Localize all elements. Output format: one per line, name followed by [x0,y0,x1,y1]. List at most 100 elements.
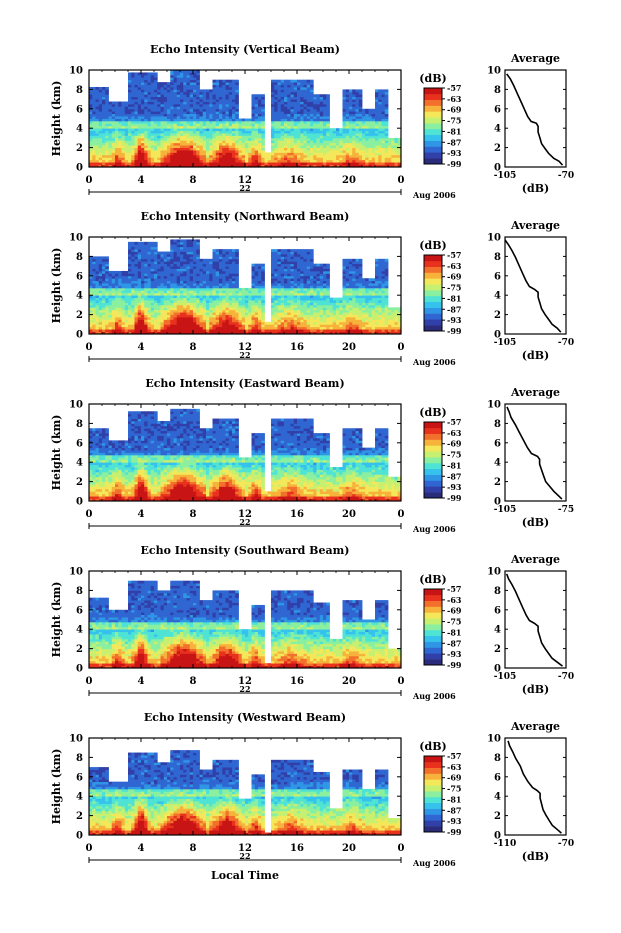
heatmap-cell [161,133,165,136]
heatmap-cell [200,143,204,146]
heatmap-cell [229,162,233,165]
heatmap-cell [248,324,252,327]
heatmap-cell [229,283,233,286]
heatmap-cell [261,148,265,151]
heatmap-cell [297,131,301,134]
heatmap-cell [151,140,155,143]
heatmap-cell [382,143,386,146]
heatmap-cell [151,271,155,274]
heatmap-cell [177,121,181,124]
colorbar-swatch [424,158,442,164]
heatmap-cell [219,288,223,291]
heatmap-cell [219,109,223,112]
heatmap-cell [167,298,171,301]
heatmap-cell [291,126,295,129]
heatmap-cell [135,242,139,245]
heatmap-cell [105,114,109,117]
heatmap-cell [278,150,282,153]
heatmap-cell [206,259,210,262]
heatmap-cell [99,293,103,296]
heatmap-cell [196,80,200,83]
heatmap-cell [226,271,230,274]
heatmap-cell [96,302,100,305]
heatmap-cell [284,123,288,126]
heatmap-cell [167,157,171,160]
heatmap-cell [307,126,311,129]
heatmap-cell [255,109,259,112]
heatmap-cell [385,128,389,131]
heatmap-cell [187,148,191,151]
heatmap-cell [164,302,168,305]
heatmap-cell [115,302,119,305]
heatmap-cell [154,295,158,298]
heatmap-cell [125,298,129,301]
heatmap-cell [167,143,171,146]
heatmap-cell [92,264,96,267]
heatmap-cell [167,327,171,330]
heatmap-cell [183,281,187,284]
heatmap-cell [349,148,353,151]
heatmap-cell [206,266,210,269]
heatmap-cell [209,152,213,155]
heatmap-cell [294,121,298,124]
heatmap-cell [183,244,187,247]
heatmap-cell [177,312,181,315]
heatmap-cell [200,298,204,301]
heatmap-cell [135,266,139,269]
heatmap-cell [222,80,226,83]
heatmap-cell [248,322,252,325]
heatmap-cell [274,319,278,322]
heatmap-cell [203,104,207,107]
heatmap-cell [229,281,233,284]
heatmap-cell [346,123,350,126]
heatmap-cell [323,123,327,126]
heatmap-cell [161,145,165,148]
heatmap-cell [261,150,265,153]
heatmap-cell [167,252,171,255]
heatmap-cell [167,148,171,151]
heatmap-cell [118,290,122,293]
heatmap-cell [255,300,259,303]
heatmap-cell [255,281,259,284]
heatmap-cell [131,135,135,138]
heatmap-cell [151,315,155,318]
heatmap-cell [138,247,142,250]
heatmap-cell [161,148,165,151]
heatmap-cell [96,119,100,122]
heatmap-cell [187,123,191,126]
heatmap-cell [174,133,178,136]
heatmap-cell [187,119,191,122]
heatmap-cell [148,317,152,320]
heatmap-cell [161,283,165,286]
heatmap-cell [216,322,220,325]
heatmap-cell [248,133,252,136]
heatmap-cell [193,160,197,163]
heatmap-cell [118,317,122,320]
heatmap-cell [216,273,220,276]
heatmap-cell [180,239,184,242]
heatmap-cell [128,85,132,88]
heatmap-cell [190,305,194,308]
heatmap-cell [122,157,126,160]
heatmap-cell [109,104,113,107]
heatmap-cell [385,152,389,155]
heatmap-cell [385,116,389,119]
heatmap-cell [131,121,135,124]
heatmap-cell [183,324,187,327]
heatmap-cell [105,155,109,158]
heatmap-cell [151,278,155,281]
heatmap-cell [226,307,230,310]
heatmap-cell [164,102,168,105]
heatmap-cell [375,128,379,131]
heatmap-cell [138,135,142,138]
heatmap-cell [271,97,275,100]
heatmap-cell [206,99,210,102]
heatmap-cell [229,131,233,134]
heatmap-cell [128,116,132,119]
heatmap-cell [131,99,135,102]
heatmap-cell [164,109,168,112]
heatmap-cell [161,128,165,131]
heatmap-cell [245,126,249,129]
heatmap-cell [157,92,161,95]
heatmap-cell [125,126,129,129]
